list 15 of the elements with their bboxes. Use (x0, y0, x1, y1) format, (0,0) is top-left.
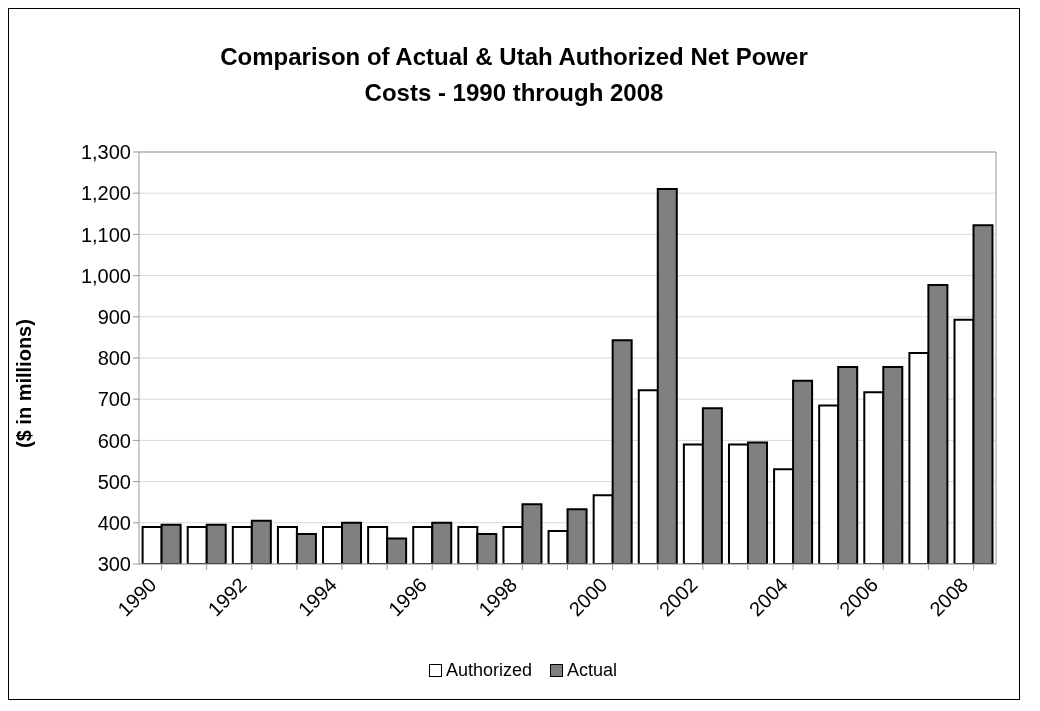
y-tick-label: 400 (97, 511, 131, 534)
legend-label: Actual (567, 660, 618, 681)
chart-title: Comparison of Actual & Utah Authorized Net Power Costs - 1990 through 2008 (219, 42, 809, 108)
legend-label: Authorized (445, 660, 533, 681)
y-tick-label: 1,300 (80, 141, 131, 164)
y-tick-label: 1,000 (80, 264, 131, 287)
y-tick-label: 1,200 (80, 182, 131, 205)
y-tick-label: 1,100 (80, 223, 131, 246)
y-tick-label: 300 (97, 553, 131, 576)
y-tick-label: 800 (97, 347, 131, 370)
y-axis-title: ($ in millions) (13, 319, 36, 448)
y-tick-label: 900 (97, 305, 131, 328)
y-tick-label: 700 (97, 388, 131, 411)
y-tick-label: 500 (97, 470, 131, 493)
y-tick-label: 600 (97, 429, 131, 452)
